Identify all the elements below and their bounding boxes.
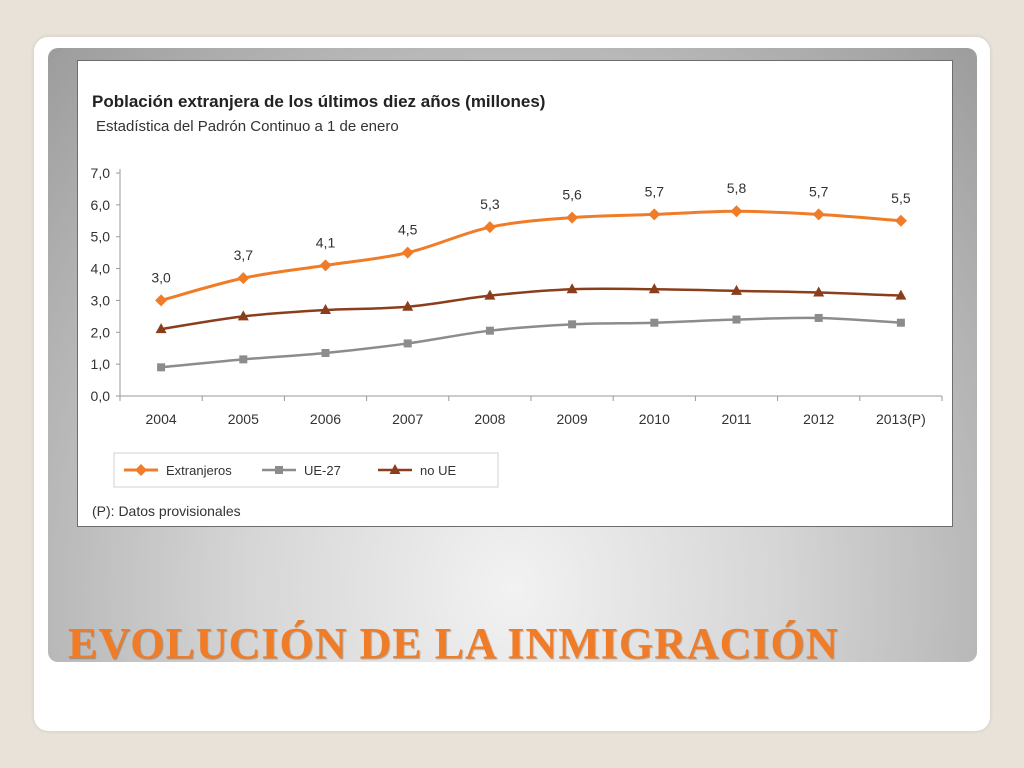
data-label: 4,5 bbox=[398, 222, 418, 238]
x-tick-label: 2009 bbox=[557, 411, 588, 427]
chart-title: Población extranjera de los últimos diez… bbox=[92, 92, 545, 111]
y-tick-label: 4,0 bbox=[91, 261, 111, 277]
y-tick-label: 2,0 bbox=[91, 324, 111, 340]
data-point-ue-27 bbox=[157, 363, 166, 372]
data-label: 5,7 bbox=[809, 183, 829, 199]
data-point-ue-27 bbox=[403, 339, 412, 348]
legend-label: Extranjeros bbox=[166, 463, 232, 478]
data-point-extranjeros bbox=[648, 208, 661, 221]
y-tick-label: 3,0 bbox=[91, 292, 111, 308]
y-tick-label: 7,0 bbox=[91, 165, 111, 181]
x-tick-label: 2007 bbox=[392, 411, 423, 427]
data-point-extranjeros bbox=[237, 272, 250, 285]
legend-marker bbox=[135, 464, 147, 476]
data-label: 5,7 bbox=[645, 183, 665, 199]
data-label: 3,7 bbox=[234, 247, 254, 263]
chart-note: (P): Datos provisionales bbox=[92, 503, 241, 519]
y-tick-label: 0,0 bbox=[91, 388, 111, 404]
data-point-no-ue bbox=[895, 289, 907, 300]
data-point-no-ue bbox=[402, 300, 414, 311]
chart-legend: Extranjeros UE-27 no UE bbox=[113, 452, 499, 488]
data-point-no-ue bbox=[566, 283, 578, 294]
legend-box bbox=[113, 452, 499, 488]
data-point-no-ue bbox=[155, 323, 167, 334]
x-tick-label: 2004 bbox=[146, 411, 177, 427]
data-point-ue-27 bbox=[485, 326, 494, 335]
data-point-extranjeros bbox=[894, 214, 907, 227]
series-line-no-ue bbox=[160, 287, 901, 331]
data-label: 3,0 bbox=[151, 269, 171, 285]
x-tick-label: 2010 bbox=[639, 411, 670, 427]
data-label: 5,5 bbox=[891, 190, 911, 206]
data-point-extranjeros bbox=[401, 246, 414, 259]
x-tick-label: 2006 bbox=[310, 411, 341, 427]
legend-label: no UE bbox=[420, 463, 456, 478]
data-point-no-ue bbox=[731, 284, 742, 295]
y-tick-label: 1,0 bbox=[91, 356, 111, 372]
x-tick-label: 2011 bbox=[721, 411, 751, 427]
data-label: 5,8 bbox=[727, 180, 747, 196]
data-point-ue-27 bbox=[650, 318, 659, 327]
data-point-extranjeros bbox=[730, 205, 743, 218]
data-point-ue-27 bbox=[321, 348, 330, 357]
x-tick-label: 2013(P) bbox=[876, 411, 926, 427]
y-tick-label: 5,0 bbox=[91, 229, 111, 245]
x-tick-label: 2008 bbox=[474, 411, 505, 427]
line-chart: Población extranjera de los últimos diez… bbox=[77, 60, 953, 527]
data-point-extranjeros bbox=[483, 221, 496, 234]
y-tick-label: 6,0 bbox=[91, 197, 111, 213]
data-point-ue-27 bbox=[239, 355, 248, 364]
data-label: 4,1 bbox=[316, 234, 336, 250]
data-point-extranjeros bbox=[319, 259, 332, 272]
x-tick-label: 2012 bbox=[803, 411, 834, 427]
series-line-extranjeros bbox=[160, 209, 902, 302]
chart-axes: 0,0 1,0 2,0 3,0 4,0 5,0 6,0 7,0 2004 2005 2006 2007… bbox=[91, 165, 943, 427]
data-point-ue-27 bbox=[814, 313, 823, 322]
chart-series: 3,0 3,7 4,1 4,5 5,3 5,6 5,7 5,8 5,7 5,5 bbox=[151, 180, 911, 372]
data-label: 5,3 bbox=[480, 196, 500, 212]
data-point-no-ue bbox=[320, 303, 331, 314]
legend-marker bbox=[389, 464, 401, 474]
data-point-extranjeros bbox=[812, 208, 825, 221]
data-point-no-ue bbox=[648, 283, 660, 294]
data-point-ue-27 bbox=[732, 315, 741, 324]
data-label: 5,6 bbox=[562, 187, 582, 203]
data-point-no-ue bbox=[237, 310, 249, 321]
data-point-no-ue bbox=[484, 289, 496, 300]
chart-subtitle: Estadística del Padrón Continuo a 1 de e… bbox=[96, 118, 399, 135]
legend-label: UE-27 bbox=[304, 463, 341, 478]
slide-title: EVOLUCIÓN DE LA INMIGRACIÓN bbox=[68, 619, 839, 668]
data-point-ue-27 bbox=[896, 318, 905, 327]
legend-marker bbox=[275, 466, 283, 474]
data-point-ue-27 bbox=[568, 320, 577, 329]
series-line-ue-27 bbox=[160, 316, 901, 369]
chart-svg: Población extranjera de los últimos diez… bbox=[91, 92, 943, 519]
data-point-no-ue bbox=[813, 286, 825, 297]
data-point-extranjeros bbox=[155, 294, 168, 307]
data-point-extranjeros bbox=[566, 211, 579, 224]
x-tick-label: 2005 bbox=[228, 411, 259, 427]
